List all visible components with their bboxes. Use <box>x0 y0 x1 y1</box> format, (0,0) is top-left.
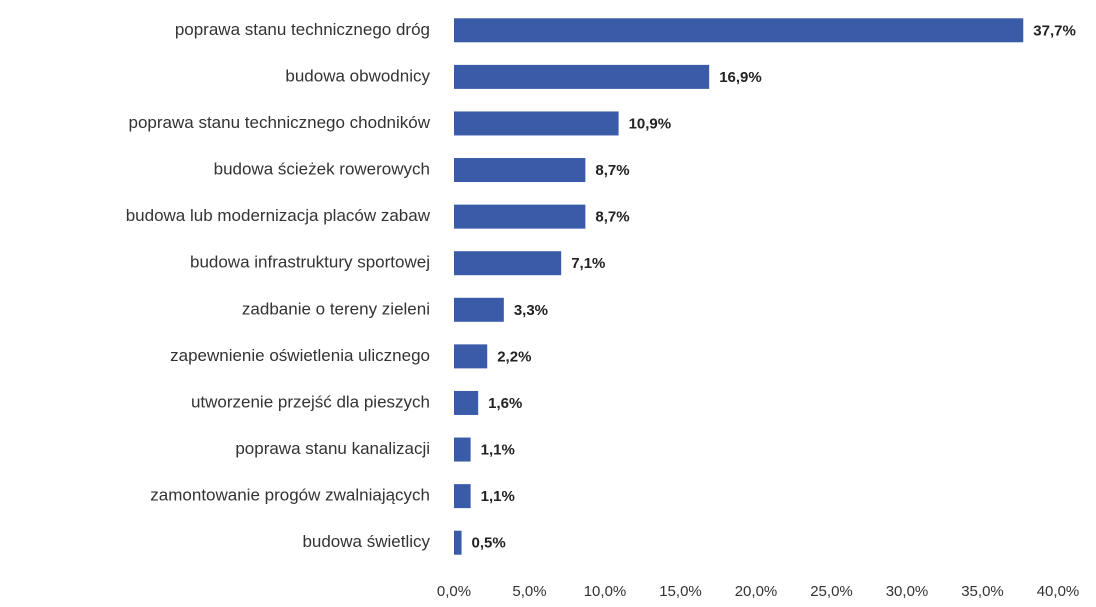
y-tick-label: budowa ścieżek rowerowych <box>214 160 430 179</box>
y-tick-label: poprawa stanu kanalizacji <box>235 439 430 458</box>
y-tick-label: zamontowanie progów zwalniających <box>150 486 430 505</box>
bar <box>454 390 479 415</box>
y-tick-label: budowa infrastruktury sportowej <box>190 253 430 272</box>
x-tick-label: 25,0% <box>810 583 853 600</box>
x-tick-label: 35,0% <box>961 583 1004 600</box>
value-label: 1,1% <box>481 488 515 505</box>
value-label: 8,7% <box>595 209 629 226</box>
x-tick-label: 20,0% <box>735 583 778 600</box>
value-label: 3,3% <box>514 302 548 319</box>
value-label: 37,7% <box>1033 22 1076 39</box>
value-label: 1,1% <box>481 442 515 459</box>
bar <box>454 484 471 509</box>
x-tick-label: 40,0% <box>1037 583 1080 600</box>
value-label: 10,9% <box>629 115 672 132</box>
y-tick-label: zadbanie o tereny zieleni <box>242 299 430 318</box>
bar <box>454 18 1024 43</box>
y-tick-label: budowa świetlicy <box>302 532 430 551</box>
x-tick-label: 30,0% <box>886 583 929 600</box>
value-label: 0,5% <box>472 535 506 552</box>
x-tick-label: 15,0% <box>659 583 702 600</box>
bar <box>454 64 710 89</box>
y-tick-label: poprawa stanu technicznego dróg <box>175 20 430 39</box>
x-tick-label: 0,0% <box>437 583 471 600</box>
value-label: 16,9% <box>719 69 762 86</box>
value-label: 8,7% <box>595 162 629 179</box>
y-tick-label: budowa lub modernizacja placów zabaw <box>126 206 431 225</box>
x-tick-label: 10,0% <box>584 583 627 600</box>
bar <box>454 437 471 462</box>
x-tick-label: 5,0% <box>512 583 546 600</box>
y-tick-label: poprawa stanu technicznego chodników <box>129 113 431 132</box>
bar <box>454 204 586 229</box>
value-label: 7,1% <box>571 255 605 272</box>
y-tick-label: budowa obwodnicy <box>285 66 430 85</box>
value-label: 2,2% <box>497 348 531 365</box>
bar <box>454 297 504 322</box>
y-tick-label: utworzenie przejść dla pieszych <box>191 392 430 411</box>
bar <box>454 158 586 183</box>
bar <box>454 530 462 555</box>
y-tick-label: zapewnienie oświetlenia ulicznego <box>170 346 430 365</box>
bar <box>454 111 619 136</box>
value-label: 1,6% <box>488 395 522 412</box>
bar <box>454 344 488 369</box>
bar <box>454 251 562 276</box>
